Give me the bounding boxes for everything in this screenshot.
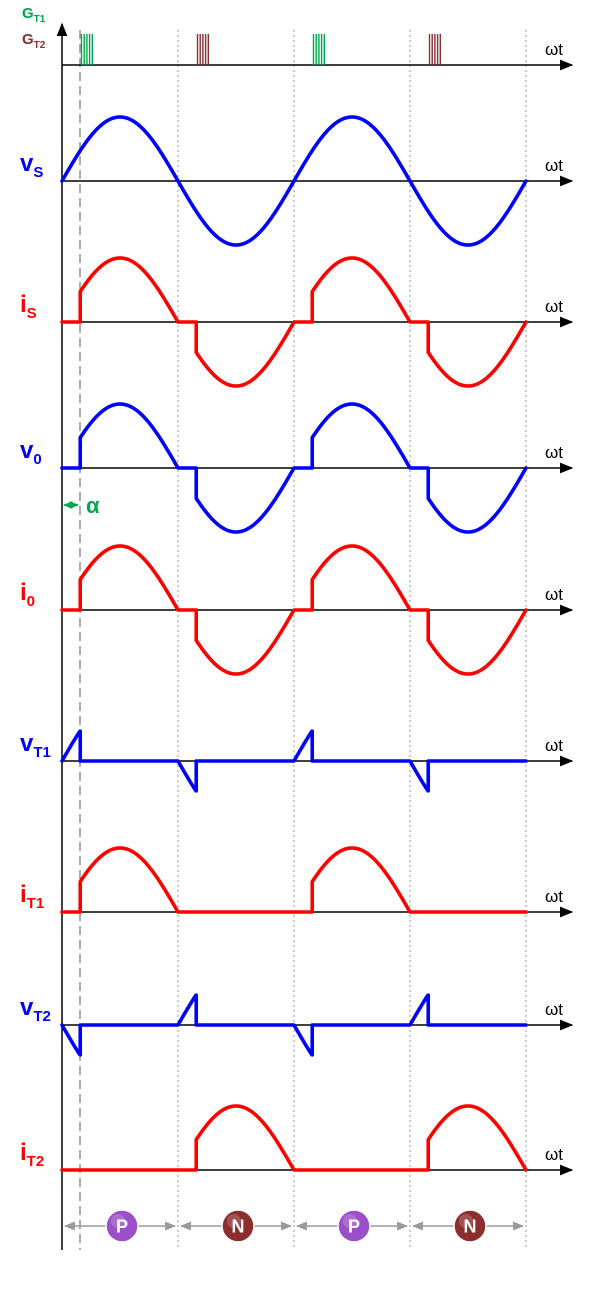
labels: vS iS v0 i0 vT1 iT1 vT2 iT2 GT1 GT2 α bbox=[20, 5, 100, 1170]
waveform-v0 bbox=[60, 402, 528, 534]
waveforms bbox=[60, 34, 528, 1172]
waveform-i0 bbox=[60, 544, 528, 676]
axis-label-wt: ωt bbox=[545, 1000, 563, 1019]
negative-group-badge: N bbox=[453, 1209, 487, 1243]
waveform-vt1 bbox=[60, 729, 528, 793]
gate-label: GT2 bbox=[22, 31, 46, 51]
waveform-label: i0 bbox=[20, 579, 35, 610]
region-label: P bbox=[348, 1217, 360, 1237]
waveform-it2 bbox=[60, 1104, 528, 1172]
waveform-label: vT2 bbox=[20, 994, 51, 1025]
region-label: N bbox=[232, 1217, 245, 1237]
waveform-label: v0 bbox=[20, 437, 42, 468]
axes: ωt ωt ωt ωt ωt ωt ωt ωt ωt bbox=[56, 22, 574, 1250]
waveform-vt2 bbox=[60, 993, 528, 1057]
waveform-label: iT1 bbox=[20, 881, 44, 912]
axis-label-wt: ωt bbox=[545, 156, 563, 175]
positive-group-badge: P bbox=[337, 1209, 371, 1243]
axis-label-wt: ωt bbox=[545, 736, 563, 755]
waveform-label: iT2 bbox=[20, 1139, 44, 1170]
axis-label-wt: ωt bbox=[545, 887, 563, 906]
waveform-label: vS bbox=[20, 150, 43, 181]
negative-group-badge: N bbox=[221, 1209, 255, 1243]
axis-label-wt: ωt bbox=[545, 1145, 563, 1164]
waveform-it1 bbox=[60, 846, 528, 914]
axis-label-wt: ωt bbox=[545, 40, 563, 59]
grid-lines bbox=[79, 30, 527, 1250]
alpha-label: α bbox=[86, 493, 100, 518]
axis-label-wt: ωt bbox=[545, 297, 563, 316]
waveform-label: vT1 bbox=[20, 730, 51, 761]
waveform-vs bbox=[60, 115, 528, 247]
region-label: P bbox=[116, 1217, 128, 1237]
axis-label-wt: ωt bbox=[545, 585, 563, 604]
axis-label-wt: ωt bbox=[545, 443, 563, 462]
region-label: N bbox=[464, 1217, 477, 1237]
gate-label: GT1 bbox=[22, 5, 46, 25]
waveform-label: iS bbox=[20, 291, 37, 322]
positive-group-badge: P bbox=[105, 1209, 139, 1243]
waveform-is bbox=[60, 256, 528, 388]
